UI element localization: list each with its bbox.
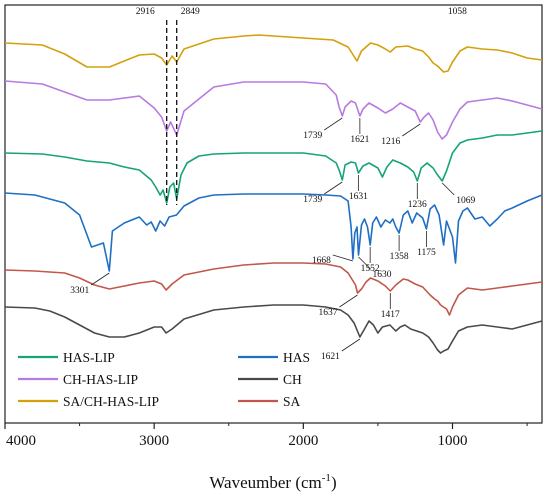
plot-frame [4,4,543,424]
x-tick-label-3000: 3000 [139,433,169,449]
annotation-1739-has-lip: 1739 [303,195,322,205]
x-axis-title-superscript: -1 [322,472,331,484]
annotation-2916-sa-ch-has-lip: 2916 [136,7,155,17]
legend-label-ch: CH [283,372,302,387]
annotation-1216-ch-has-lip: 1216 [381,137,400,147]
annotation-1069-has-lip: 1069 [456,196,475,206]
annotation-leader-1621 [341,338,361,352]
annotation-1668-has: 1668 [312,256,331,266]
annotation-1552-has: 1552 [361,264,380,274]
legend-label-sa-ch-has-lip: SA/CH-HAS-LIP [63,394,159,409]
annotation-leader-1668 [332,254,353,262]
series-layer [4,20,543,354]
annotation-layer: 2916 2849 1739 1621 1216 1739 1631 1058 1236 1069… [70,7,475,362]
annotation-leader-1630 [358,256,371,270]
x-tick-label-2000: 2000 [288,433,318,449]
annotation-leader-1216 [402,123,421,137]
annotation-leader-1069 [441,182,455,196]
annotation-3301-has: 3301 [70,286,89,296]
annotation-1358-has: 1358 [390,252,409,262]
series-line-has [4,192,543,272]
legend-label-has: HAS [283,350,310,365]
x-tick-label-1000: 1000 [438,433,468,449]
legend-label-has-lip: HAS-LIP [63,350,115,365]
annotation-leader-3301 [91,272,110,286]
annotation-1236-has-lip: 1236 [408,200,427,210]
annotation-leader-1637 [339,294,358,308]
annotation-1058-has-lip: 1058 [448,7,467,17]
annotation-1631-has-lip: 1631 [349,192,368,202]
x-axis-title: Waveumber (cm-1) [209,472,336,492]
annotation-1739-ch-has-lip: 1739 [303,131,322,141]
annotation-1630-has: 1630 [373,270,392,280]
series-line-has-lip [4,130,543,204]
series-line-ch-has-lip [4,80,543,140]
annotation-2849-sa-ch-has-lip: 2849 [181,7,200,17]
annotation-1175-has: 1175 [417,248,436,258]
annotation-1637-sa: 1637 [318,308,337,318]
annotation-1417-sa: 1417 [381,310,400,320]
series-line-sa-ch-has-lip [4,34,543,73]
series-line-sa [4,262,543,316]
annotation-leader-1739 [324,181,343,195]
annotation-1621-ch-has-lip: 1621 [350,135,369,145]
legend-label-ch-has-lip: CH-HAS-LIP [63,372,138,387]
x-axis: 4000 3000 2000 1000 [4,423,528,449]
legend: HAS-LIP HAS CH-HAS-LIP CH SA/CH-HAS-LIP SA [18,350,310,409]
series-line-ch [4,304,543,354]
x-tick-label-4000: 4000 [6,433,36,449]
annotation-leader-1739 [324,117,343,131]
legend-label-sa: SA [283,394,301,409]
annotation-1621-ch: 1621 [321,352,340,362]
